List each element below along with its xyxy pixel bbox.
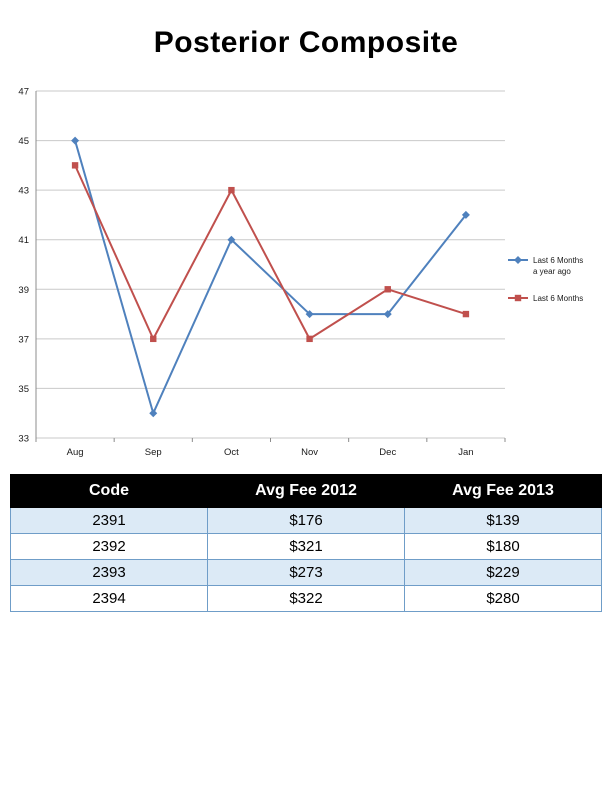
data-point-marker	[150, 335, 157, 343]
table-cell: 2394	[10, 585, 208, 612]
table-cell: 2393	[10, 559, 208, 586]
series-line-0	[74, 140, 467, 415]
x-axis-tick-label: Jan	[458, 447, 473, 458]
table-cell: $321	[207, 533, 405, 560]
x-axis-tick-label: Sep	[145, 447, 162, 458]
data-point-marker	[306, 335, 313, 343]
data-point-marker	[305, 310, 314, 319]
y-axis-tick-label: 41	[18, 235, 29, 246]
y-axis-tick-label: 45	[18, 136, 29, 147]
data-point-marker	[227, 235, 236, 244]
legend-marker	[514, 256, 522, 264]
fee-table: Code Avg Fee 2012 Avg Fee 2013 2391 $176 $13…	[10, 474, 602, 612]
data-point-marker	[462, 310, 470, 318]
legend-label: Last 6 Months	[533, 256, 583, 265]
table-cell: $280	[404, 585, 602, 612]
legend-marker	[514, 294, 522, 302]
table-cell: 2392	[10, 533, 208, 560]
data-point-marker	[149, 409, 158, 418]
table-cell: $322	[207, 585, 405, 612]
table-cell: $229	[404, 559, 602, 586]
table-cell: $180	[404, 533, 602, 560]
table-cell: $273	[207, 559, 405, 586]
table-header-cell: Avg Fee 2013	[404, 474, 602, 508]
table-cell: $139	[404, 507, 602, 534]
table-row: 2394 $322 $280	[10, 585, 602, 612]
table-row: 2392 $321 $180	[10, 533, 602, 560]
y-axis-tick-label: 33	[18, 434, 29, 445]
y-axis-tick-label: 43	[18, 186, 29, 197]
table-cell: 2391	[10, 507, 208, 534]
y-axis-tick-label: 37	[18, 334, 29, 345]
table-header-cell: Code	[10, 474, 208, 508]
x-axis-tick-label: Oct	[224, 447, 239, 458]
y-axis-tick-label: 47	[18, 87, 29, 98]
data-point-marker	[461, 210, 470, 219]
table-row: 2393 $273 $229	[10, 559, 602, 586]
legend-label: a year ago	[533, 267, 571, 276]
table-header-row: Code Avg Fee 2012 Avg Fee 2013	[10, 474, 602, 508]
legend-label: Last 6 Months	[533, 294, 583, 303]
data-point-marker	[71, 162, 79, 169]
x-axis-tick-label: Dec	[379, 447, 396, 458]
line-chart: 33 35 37 39 41 43 45 47 Aug Sep Oct Nov Dec Jan Last 6…	[18, 87, 583, 459]
data-point-marker	[71, 136, 80, 145]
table-row: 2391 $176 $139	[10, 507, 602, 534]
x-axis-tick-label: Nov	[301, 447, 318, 458]
page-title: Posterior Composite	[153, 26, 459, 59]
data-point-marker	[383, 310, 392, 319]
table-cell: $176	[207, 507, 405, 534]
data-point-marker	[384, 286, 391, 293]
x-axis-tick-label: Aug	[67, 447, 84, 458]
data-point-marker	[228, 186, 235, 194]
table-header-cell: Avg Fee 2012	[207, 474, 405, 508]
y-axis-tick-label: 35	[18, 384, 29, 395]
series-line-1	[74, 164, 467, 340]
y-axis-tick-label: 39	[18, 285, 29, 296]
